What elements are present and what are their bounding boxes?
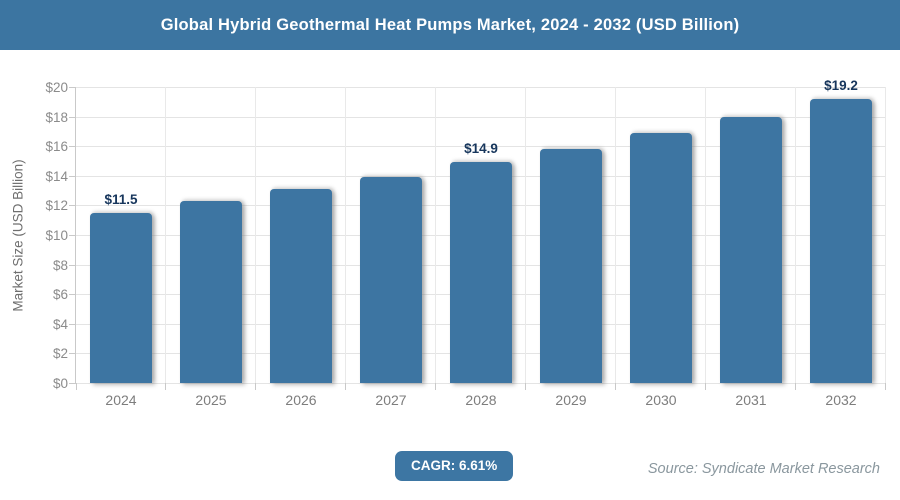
bar [450, 162, 512, 383]
bar [720, 116, 782, 383]
h-gridline [76, 116, 885, 118]
chart-header: Global Hybrid Geothermal Heat Pumps Mark… [0, 0, 900, 50]
y-tick-label: $20 [45, 80, 68, 95]
y-tick-mark [69, 294, 76, 296]
x-tick-label: 2029 [555, 392, 587, 408]
v-gridline [885, 87, 886, 383]
v-gridline [615, 87, 616, 383]
y-tick-mark [69, 175, 76, 177]
v-gridline [435, 87, 436, 383]
bar [630, 132, 692, 383]
y-tick-mark [69, 146, 76, 148]
chart-title: Global Hybrid Geothermal Heat Pumps Mark… [160, 15, 740, 34]
y-tick-label: $2 [52, 346, 68, 362]
h-gridline [76, 146, 885, 148]
y-tick-mark [69, 353, 76, 355]
bar-value-label: $14.9 [464, 141, 498, 157]
v-gridline [165, 87, 166, 383]
y-tick-mark [69, 116, 76, 118]
y-tick-mark [69, 235, 76, 236]
y-tick-label: $8 [52, 257, 68, 273]
x-tick-mark [615, 383, 616, 390]
x-tick-label: 2028 [465, 392, 497, 408]
bar [810, 98, 872, 383]
y-tick-label: $14 [45, 168, 68, 184]
bar [540, 149, 602, 383]
v-gridline [345, 87, 346, 383]
y-tick-mark [69, 87, 76, 88]
y-tick-label: $10 [45, 228, 68, 243]
x-tick-label: 2024 [105, 392, 137, 408]
y-tick-mark [69, 323, 76, 325]
x-tick-mark [165, 383, 166, 390]
bar [180, 200, 242, 383]
v-gridline [255, 87, 256, 383]
x-tick-mark [885, 383, 886, 390]
y-tick-label: $0 [52, 376, 68, 391]
y-tick-label: $18 [45, 109, 68, 125]
v-gridline [525, 87, 526, 383]
h-gridline [76, 87, 885, 88]
x-tick-label: 2031 [735, 392, 767, 408]
source-text: Source: Syndicate Market Research [647, 461, 880, 477]
y-tick-mark [69, 383, 76, 384]
plot-area: $0 $2 $4 $6 $8 $10 $12 $14 $16 $18 $20 $11.5 2024 202… [45, 78, 886, 408]
x-tick-label: 2027 [375, 392, 407, 408]
y-tick-label: $12 [45, 198, 68, 214]
y-tick-label: $16 [45, 139, 68, 155]
bar-value-label: $11.5 [104, 191, 138, 207]
y-tick-label: $4 [52, 316, 68, 332]
h-gridline [76, 383, 885, 384]
bar [360, 177, 422, 383]
bar-value-label: $19.2 [824, 77, 858, 93]
y-tick-label: $6 [52, 287, 68, 303]
v-gridline [705, 87, 706, 383]
x-tick-mark [76, 383, 77, 390]
x-tick-label: 2032 [825, 392, 857, 408]
y-tick-mark [69, 264, 76, 266]
v-gridline [795, 87, 796, 383]
x-tick-mark [705, 383, 706, 390]
x-tick-mark [525, 383, 526, 390]
bar [90, 212, 152, 383]
x-tick-label: 2025 [195, 392, 227, 408]
cagr-badge: CAGR: 6.61% [395, 451, 514, 481]
bar [270, 189, 332, 383]
x-tick-label: 2026 [285, 392, 317, 408]
x-tick-mark [345, 383, 346, 390]
x-tick-label: 2030 [645, 392, 677, 408]
x-tick-mark [255, 383, 256, 390]
x-tick-mark [435, 383, 436, 390]
x-tick-mark [795, 383, 796, 390]
y-tick-mark [69, 205, 76, 207]
